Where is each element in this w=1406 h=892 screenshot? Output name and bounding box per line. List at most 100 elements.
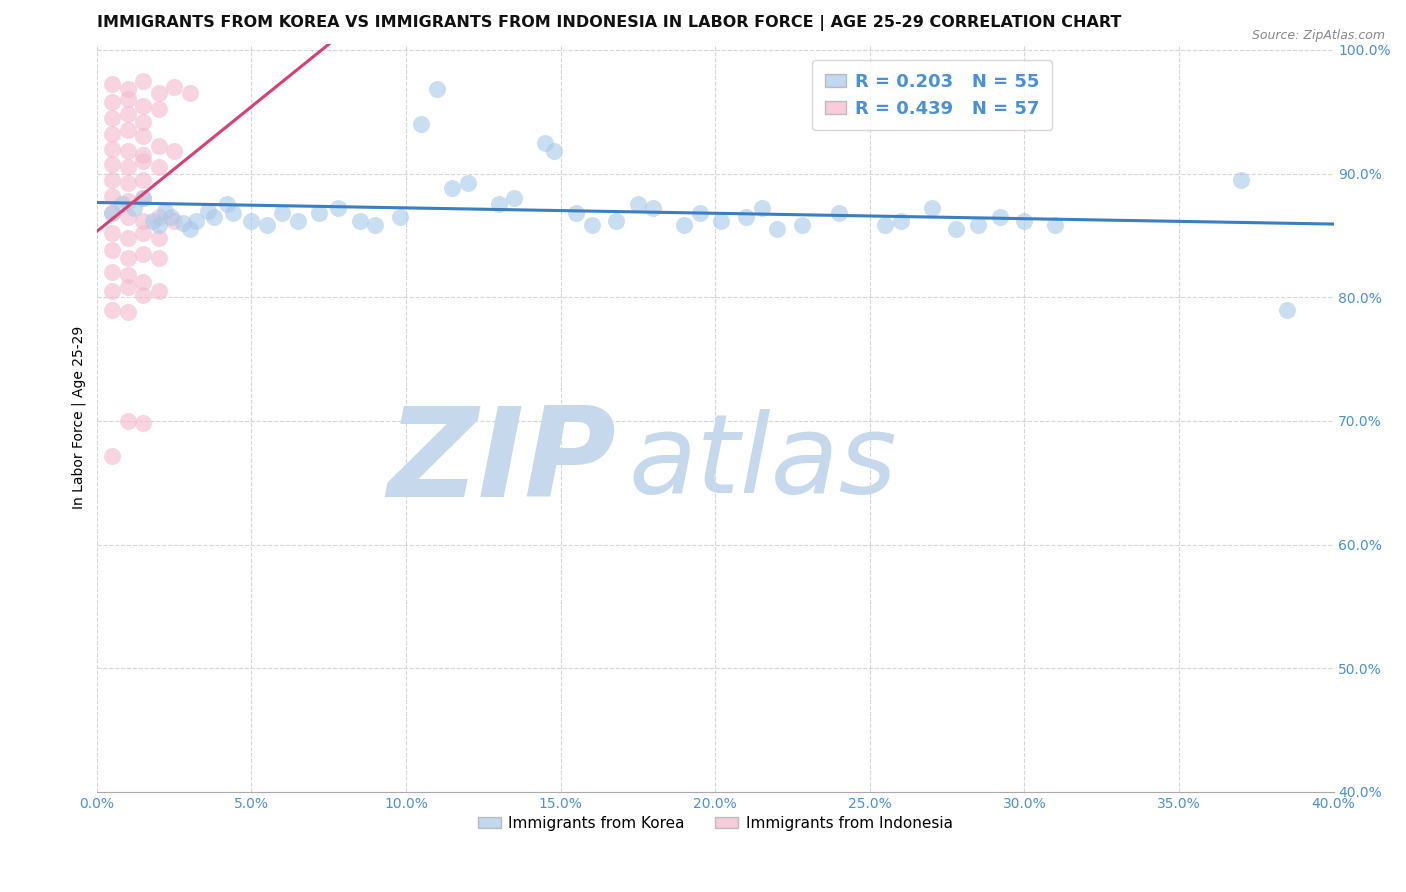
Point [132, 287, 155, 301]
Point [1014, 213, 1036, 227]
Text: atlas: atlas [628, 409, 897, 516]
Point [790, 219, 813, 233]
Point [117, 145, 139, 159]
Point [101, 111, 124, 125]
Point [503, 191, 526, 205]
Point [627, 197, 650, 211]
Point [132, 276, 155, 290]
Point [875, 219, 897, 233]
Point [457, 177, 479, 191]
Y-axis label: In Labor Force | Age 25-29: In Labor Force | Age 25-29 [72, 326, 86, 509]
Point [1229, 172, 1251, 186]
Point [179, 86, 201, 100]
Point [1275, 302, 1298, 317]
Point [689, 206, 711, 220]
Point [710, 213, 733, 227]
Text: IMMIGRANTS FROM KOREA VS IMMIGRANTS FROM INDONESIA IN LABOR FORCE | AGE 25-29 CO: IMMIGRANTS FROM KOREA VS IMMIGRANTS FROM… [97, 15, 1121, 31]
Point [132, 154, 155, 169]
Text: ZIP: ZIP [388, 402, 616, 524]
Point [308, 206, 330, 220]
Point [197, 203, 219, 218]
Point [132, 172, 155, 186]
Point [890, 213, 912, 227]
Point [163, 145, 186, 159]
Point [148, 251, 170, 265]
Point [240, 213, 263, 227]
Point [426, 82, 449, 96]
Point [117, 107, 139, 121]
Point [117, 82, 139, 96]
Point [117, 231, 139, 245]
Point [117, 92, 139, 106]
Point [163, 213, 186, 227]
Point [132, 191, 155, 205]
Point [967, 219, 990, 233]
Point [179, 222, 201, 236]
Point [988, 210, 1011, 224]
Text: Source: ZipAtlas.com: Source: ZipAtlas.com [1251, 29, 1385, 42]
Point [148, 161, 170, 175]
Point [605, 213, 627, 227]
Point [148, 284, 170, 298]
Point [101, 206, 124, 220]
Point [101, 172, 124, 186]
Point [132, 213, 155, 227]
Legend: Immigrants from Korea, Immigrants from Indonesia: Immigrants from Korea, Immigrants from I… [471, 809, 959, 837]
Point [256, 219, 278, 233]
Point [411, 117, 433, 131]
Point [101, 142, 124, 156]
Point [117, 177, 139, 191]
Point [110, 197, 132, 211]
Point [766, 222, 789, 236]
Point [132, 226, 155, 240]
Point [488, 197, 510, 211]
Point [101, 302, 124, 317]
Point [117, 194, 139, 208]
Point [222, 206, 245, 220]
Point [101, 226, 124, 240]
Point [1045, 219, 1067, 233]
Point [153, 203, 176, 218]
Point [132, 148, 155, 162]
Point [117, 280, 139, 294]
Point [326, 201, 349, 215]
Point [117, 414, 139, 428]
Point [271, 206, 294, 220]
Point [287, 213, 309, 227]
Point [160, 210, 183, 224]
Point [921, 201, 943, 215]
Point [349, 213, 371, 227]
Point [132, 114, 155, 128]
Point [148, 139, 170, 153]
Point [148, 219, 170, 233]
Point [673, 219, 696, 233]
Point [101, 284, 124, 298]
Point [534, 136, 557, 150]
Point [828, 206, 851, 220]
Point [388, 210, 411, 224]
Point [565, 206, 588, 220]
Point [101, 127, 124, 141]
Point [132, 417, 155, 431]
Point [132, 191, 155, 205]
Point [441, 181, 464, 195]
Point [581, 219, 603, 233]
Point [122, 201, 145, 215]
Point [101, 206, 124, 220]
Point [148, 210, 170, 224]
Point [132, 247, 155, 261]
Point [215, 197, 238, 211]
Point [101, 449, 124, 463]
Point [148, 102, 170, 116]
Point [132, 98, 155, 112]
Point [172, 216, 194, 230]
Point [101, 244, 124, 258]
Point [101, 156, 124, 170]
Point [751, 201, 773, 215]
Point [101, 78, 124, 92]
Point [643, 201, 665, 215]
Point [117, 268, 139, 282]
Point [163, 79, 186, 94]
Point [101, 189, 124, 203]
Point [132, 74, 155, 88]
